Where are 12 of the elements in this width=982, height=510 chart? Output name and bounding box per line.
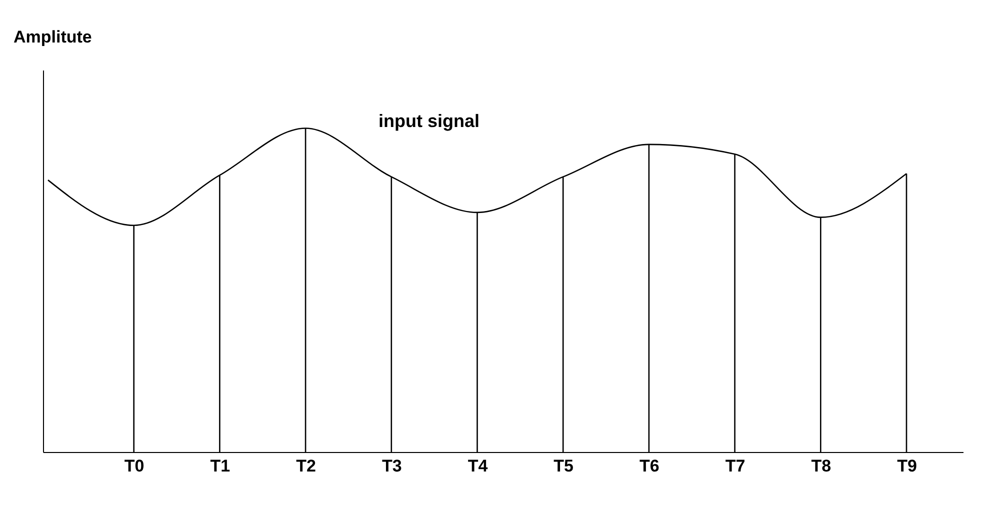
x-tick-label: T3 bbox=[382, 456, 402, 476]
x-tick-label: T0 bbox=[124, 456, 144, 476]
x-tick-label: T6 bbox=[640, 456, 660, 476]
x-tick-label: T9 bbox=[897, 456, 917, 476]
x-tick-label: T4 bbox=[468, 456, 488, 476]
x-tick-label: T2 bbox=[296, 456, 316, 476]
annotation: input signal bbox=[378, 110, 480, 131]
x-tick-label: T1 bbox=[210, 456, 230, 476]
x-tick-label: T5 bbox=[554, 456, 574, 476]
y-axis-title: Amplitute bbox=[14, 28, 92, 46]
x-tick-label: T8 bbox=[811, 456, 832, 476]
x-tick-label: T7 bbox=[725, 456, 746, 476]
